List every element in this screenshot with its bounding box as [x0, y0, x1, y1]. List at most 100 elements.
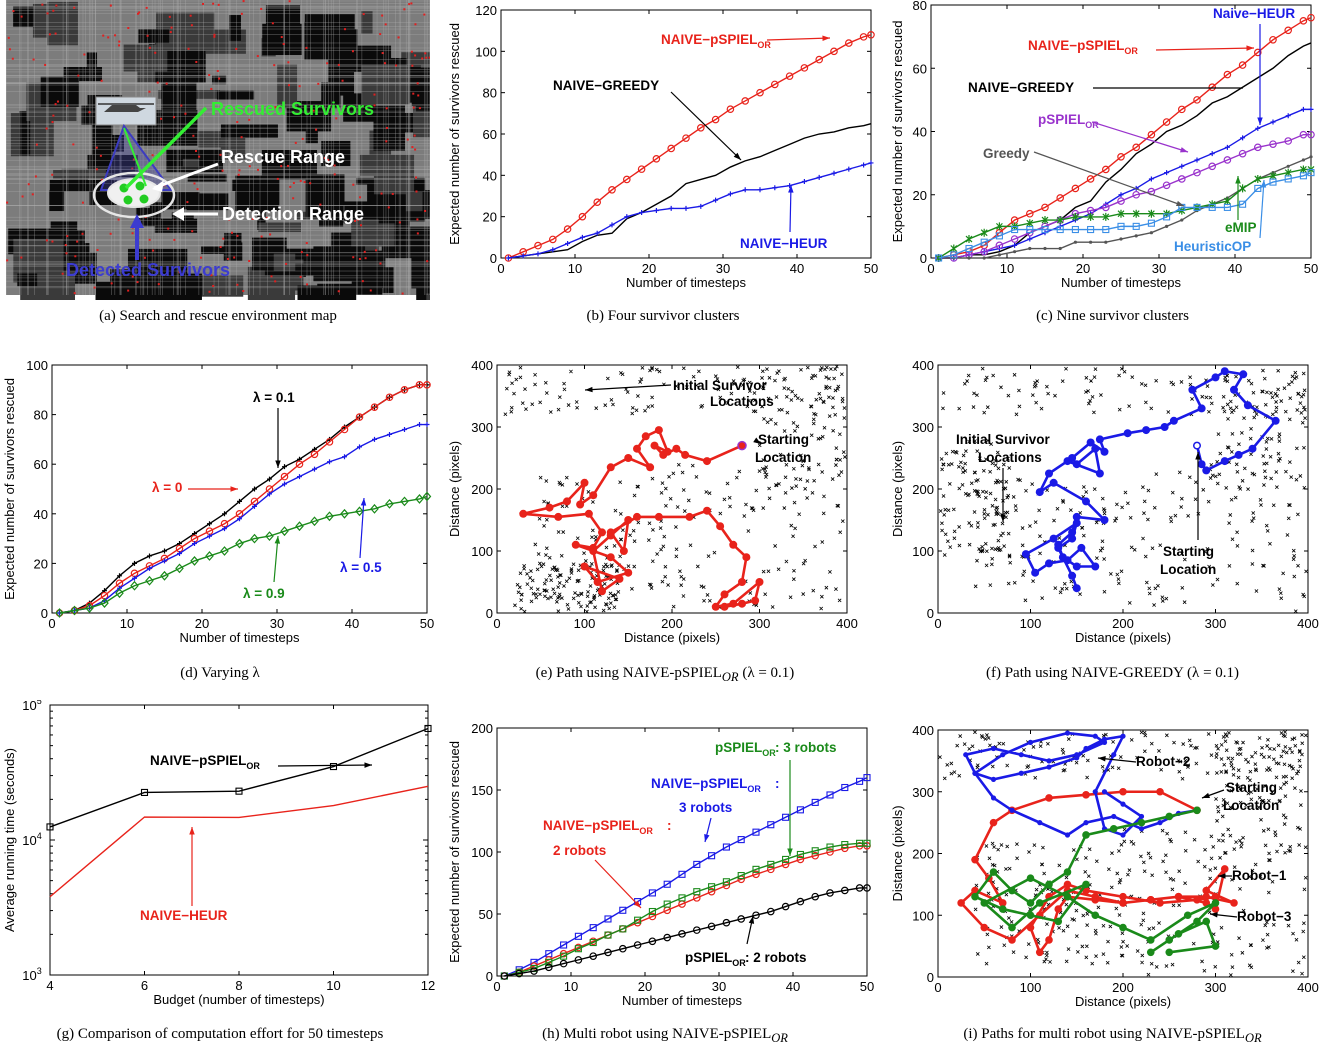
survivor-marker: [1084, 375, 1089, 380]
data-point: [594, 230, 600, 236]
survivor-marker: [1143, 400, 1148, 405]
path-node: [580, 478, 589, 487]
survivor-marker: [679, 583, 684, 588]
survivor-marker: [1279, 754, 1284, 759]
path-node: [1101, 736, 1108, 742]
survivor-marker: [1281, 813, 1286, 818]
survivor-marker: [1266, 827, 1271, 832]
survivor-marker: [1264, 447, 1269, 451]
survivor-dot: [118, 44, 121, 47]
survivor-marker: [1301, 371, 1306, 376]
survivor-dot: [238, 169, 241, 172]
survivor-marker: [674, 525, 678, 529]
survivor-marker: [1294, 937, 1299, 942]
survivor-dot: [127, 289, 130, 292]
survivor-marker: [1183, 881, 1187, 886]
x-tick-label: 50: [420, 616, 434, 631]
survivor-marker: [646, 538, 651, 543]
path-node: [720, 590, 729, 599]
survivor-marker: [1113, 518, 1117, 523]
survivor-marker: [1302, 887, 1307, 892]
path-node: [1138, 826, 1145, 832]
survivor-marker: [760, 385, 765, 390]
path-node: [1064, 730, 1071, 736]
survivor-marker: [632, 564, 637, 569]
survivor-marker: [1221, 833, 1225, 837]
survivor-marker: [782, 386, 787, 390]
survivor-marker: [1294, 446, 1299, 451]
survivor-marker: [1183, 848, 1188, 853]
data-point: [579, 234, 585, 240]
survivor-marker: [1141, 860, 1146, 865]
data-point: [800, 64, 809, 72]
survivor-dot: [213, 35, 216, 38]
path-node: [1120, 733, 1126, 739]
survivor-marker: [1249, 797, 1254, 802]
survivor-marker: [529, 569, 533, 573]
data-point: [1285, 113, 1291, 119]
survivor-marker: [1253, 862, 1258, 867]
survivor-marker: [1253, 762, 1258, 766]
survivor-marker: [562, 584, 566, 588]
data-point: [1102, 203, 1110, 212]
path-node: [624, 454, 633, 462]
data-point: [372, 436, 377, 442]
survivor-marker: [1045, 384, 1049, 389]
survivor-marker: [651, 527, 655, 532]
obstacle-block: [149, 202, 164, 213]
path-node: [1211, 373, 1220, 382]
survivor-marker: [1251, 390, 1256, 395]
obstacle-block: [212, 75, 227, 85]
survivor-marker: [522, 564, 527, 568]
survivor-marker: [1301, 592, 1306, 597]
path-node: [1031, 568, 1040, 577]
survivor-marker: [952, 529, 957, 534]
survivor-marker: [982, 516, 987, 521]
path-node: [1091, 911, 1100, 920]
survivor-marker: [1190, 397, 1194, 401]
survivor-marker: [809, 433, 814, 438]
y-tick-label: 100: [912, 908, 934, 923]
obstacle-block: [201, 246, 241, 254]
annotation-pspiel-3-subscript: OR: [762, 748, 776, 758]
survivor-marker: [1241, 835, 1245, 840]
survivor-marker: [1005, 495, 1010, 500]
survivor-marker: [1240, 950, 1245, 955]
survivor-marker: [785, 410, 790, 415]
survivor-dot: [300, 251, 303, 254]
survivor-marker: [1143, 554, 1148, 559]
data-point: [756, 88, 764, 97]
survivor-marker: [1281, 774, 1286, 779]
path-node: [990, 776, 997, 782]
survivor-marker: [1171, 903, 1176, 908]
survivor-marker: [1062, 768, 1067, 772]
survivor-marker: [695, 564, 700, 569]
data-point: [861, 162, 867, 168]
path-node: [989, 818, 998, 827]
survivor-dot: [240, 136, 243, 139]
data-point: [1071, 184, 1080, 193]
survivor-marker: [1151, 926, 1156, 931]
path-node: [738, 599, 746, 608]
survivor-marker: [1235, 469, 1240, 474]
obstacle-block: [50, 221, 78, 232]
path-node: [1156, 787, 1164, 796]
survivor-dot: [117, 218, 120, 221]
survivor-marker: [1053, 393, 1057, 398]
survivor-marker: [1086, 874, 1091, 878]
y-tick-label: 0: [41, 606, 48, 621]
survivor-marker: [1244, 803, 1249, 808]
survivor-marker: [1251, 516, 1256, 521]
survivor-marker: [650, 365, 655, 370]
survivor-dot: [398, 221, 401, 224]
data-point: [831, 170, 837, 176]
survivor-marker: [1179, 380, 1184, 384]
survivor-marker: [1269, 476, 1274, 481]
survivor-marker: [801, 592, 806, 596]
survivor-marker: [1288, 844, 1293, 849]
survivor-dot: [77, 74, 80, 77]
obstacle-block: [258, 222, 302, 233]
survivor-marker: [1106, 939, 1110, 944]
survivor-marker: [762, 381, 767, 386]
survivor-marker: [601, 608, 606, 613]
